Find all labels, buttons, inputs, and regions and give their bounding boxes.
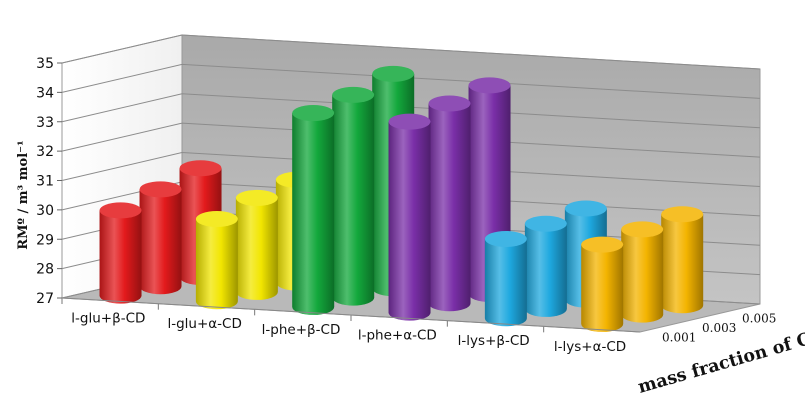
category-label: l-glu+β-CD xyxy=(71,311,145,327)
category-label: l-phe+β-CD xyxy=(262,322,341,338)
bar xyxy=(524,215,567,317)
y-tick-label: 35 xyxy=(36,56,54,72)
bar-top xyxy=(468,77,511,94)
bar xyxy=(661,206,704,314)
y-tick-label: 33 xyxy=(36,115,54,131)
gridline xyxy=(61,93,761,129)
bar-body xyxy=(524,223,567,317)
bar-body xyxy=(661,214,704,314)
y-tick-label: 29 xyxy=(36,232,54,248)
category-labels: l-glu+β-CD l-glu+α-CD l-phe+β-CD l-phe+α-CD… xyxy=(61,297,641,355)
bar-top xyxy=(195,211,238,228)
bar xyxy=(292,105,335,315)
bar-body xyxy=(235,197,278,300)
bar-top xyxy=(524,215,567,232)
bar xyxy=(581,236,624,332)
category-label: l-phe+α-CD xyxy=(358,328,437,344)
bar xyxy=(139,181,182,295)
bar xyxy=(388,113,431,321)
category-label: l-glu+α-CD xyxy=(167,316,241,332)
bar xyxy=(235,189,278,300)
bar xyxy=(621,221,664,323)
bar-body xyxy=(581,244,624,332)
bar xyxy=(99,202,142,304)
category-label: l-lys+α-CD xyxy=(554,339,626,355)
bar-top xyxy=(292,105,335,122)
y-axis-label: RMº / m³ mol⁻¹ xyxy=(16,140,31,249)
y-tick-labels: 27 28 29 30 31 32 33 34 35 xyxy=(36,56,62,307)
bar xyxy=(428,95,471,312)
bar-body xyxy=(621,229,664,323)
y-tick-label: 30 xyxy=(36,203,54,219)
bar-body xyxy=(195,219,238,310)
depth-tick-label: 0.005 xyxy=(742,312,776,326)
bar-top xyxy=(661,206,704,223)
bar xyxy=(195,211,238,310)
gridline xyxy=(61,63,761,99)
y-tick-label: 28 xyxy=(36,262,54,278)
y-tick-label: 32 xyxy=(36,144,54,160)
bar-top xyxy=(484,230,527,247)
bar-body xyxy=(292,113,335,315)
bar-top xyxy=(139,181,182,198)
bar-top xyxy=(235,189,278,206)
bar-body xyxy=(428,103,471,312)
category-label: l-lys+β-CD xyxy=(458,333,530,349)
depth-tick-labels: 0.001 0.003 0.005 xyxy=(662,312,776,345)
bar-top xyxy=(564,200,607,217)
bar-top xyxy=(332,86,375,103)
bar xyxy=(332,86,375,306)
depth-tick-label: 0.001 xyxy=(662,330,696,344)
bar-body xyxy=(99,210,142,304)
bar-top xyxy=(621,221,664,238)
depth-tick-label: 0.003 xyxy=(702,321,736,335)
bar xyxy=(484,230,527,327)
bar-top xyxy=(428,95,471,112)
bar-body xyxy=(388,121,431,321)
x-axis-line xyxy=(61,297,641,333)
bar-top xyxy=(388,113,431,130)
y-tick-label: 27 xyxy=(36,291,54,307)
bar-body xyxy=(332,94,375,306)
bar-top xyxy=(372,65,415,82)
y-tick-label: 34 xyxy=(36,85,54,101)
gridline xyxy=(61,151,761,187)
bar-body xyxy=(484,238,527,327)
bars xyxy=(99,65,704,332)
y-tick-label: 31 xyxy=(36,174,54,190)
bar-top xyxy=(581,236,624,253)
bar-top xyxy=(99,202,142,219)
gridline xyxy=(61,34,761,70)
bar-body xyxy=(139,189,182,295)
bar-top xyxy=(179,160,222,177)
gridline xyxy=(61,122,761,158)
